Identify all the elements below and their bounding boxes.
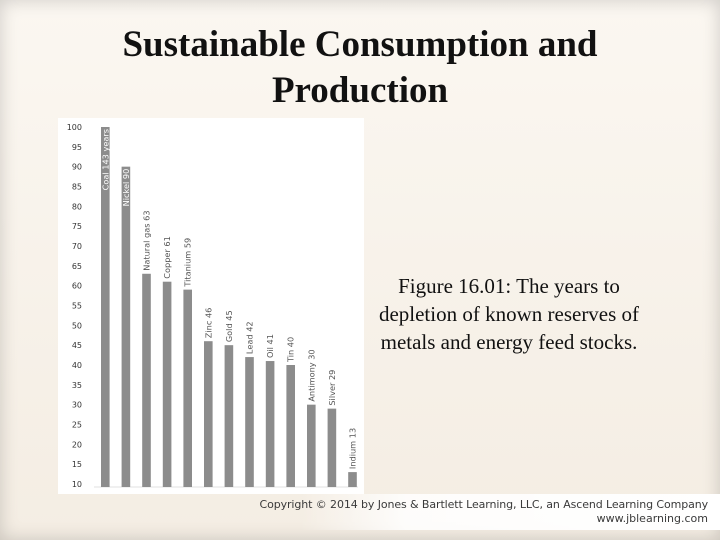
bar-tin — [286, 365, 295, 487]
y-tick-label: 20 — [72, 440, 82, 449]
bar-label: Natural gas 63 — [142, 210, 152, 270]
bar-titanium — [183, 289, 192, 487]
y-tick-label: 90 — [72, 163, 82, 172]
bar-antimony — [307, 404, 316, 487]
bar-nickel — [121, 166, 131, 487]
bar-copper — [162, 281, 172, 487]
y-tick-label: 75 — [72, 222, 82, 231]
y-tick-label: 80 — [72, 202, 82, 211]
bar-silver — [327, 408, 337, 487]
bar-label: Silver 29 — [327, 370, 337, 406]
title-line-2: Production — [271, 70, 449, 111]
bar-label: Zinc 46 — [203, 308, 213, 339]
y-tick-label: 45 — [72, 341, 82, 350]
bar-gold — [224, 345, 234, 487]
y-tick-label: 30 — [72, 401, 82, 410]
bar-label: Indium 13 — [348, 428, 358, 469]
bar-lead — [245, 357, 254, 487]
footer-url: www.jblearning.com — [596, 512, 708, 525]
bar-label: Tin 40 — [286, 337, 296, 363]
bar-label: Coal 143 years — [100, 129, 110, 190]
y-tick-label: 50 — [72, 321, 82, 330]
bar-oil — [265, 361, 275, 487]
y-tick-label: 15 — [72, 460, 82, 469]
title-line-1: Sustainable Consumption and — [122, 24, 598, 65]
y-tick-label: 60 — [72, 282, 82, 291]
depletion-bar-chart: 10 15 20 25 30 35 40 45 50 55 60 65 70 75 80 85 90 95 100 C… — [67, 123, 358, 489]
y-tick-label: 65 — [72, 262, 82, 271]
chart-panel: 10 15 20 25 30 35 40 45 50 55 60 65 70 75 80 85 90 95 100 C… — [58, 118, 364, 494]
figure-caption: Figure 16.01: The years to depletion of … — [378, 274, 640, 354]
y-tick-label: 70 — [72, 242, 82, 251]
y-tick-label: 95 — [72, 143, 82, 152]
bar-natural-gas — [142, 273, 151, 487]
bar-label: Titanium 59 — [183, 238, 193, 288]
y-tick-label: 85 — [72, 183, 82, 192]
footer-copyright: Copyright © 2014 by Jones & Bartlett Lea… — [259, 498, 709, 511]
y-tick-label: 25 — [72, 421, 82, 430]
y-tick-label: 40 — [72, 361, 82, 370]
bar-coal — [101, 127, 110, 487]
y-tick-label: 10 — [72, 480, 82, 489]
slide-title: Sustainable Consumption and Production — [60, 22, 660, 114]
bar-label: Lead 42 — [245, 321, 255, 354]
bar-label: Oil 41 — [265, 334, 275, 358]
bar-label: Copper 61 — [162, 236, 172, 279]
bar-label: Antimony 30 — [306, 349, 316, 401]
y-tick-label: 35 — [72, 381, 82, 390]
footer-band — [300, 494, 720, 530]
bar-label: Nickel 90 — [121, 169, 131, 207]
footer: Copyright © 2014 by Jones & Bartlett Lea… — [260, 498, 709, 526]
y-tick-label: 55 — [72, 302, 82, 311]
bar-indium — [348, 472, 357, 487]
bar-label: Gold 45 — [224, 310, 234, 342]
bar-zinc — [204, 341, 213, 487]
y-tick-label: 100 — [67, 123, 82, 132]
